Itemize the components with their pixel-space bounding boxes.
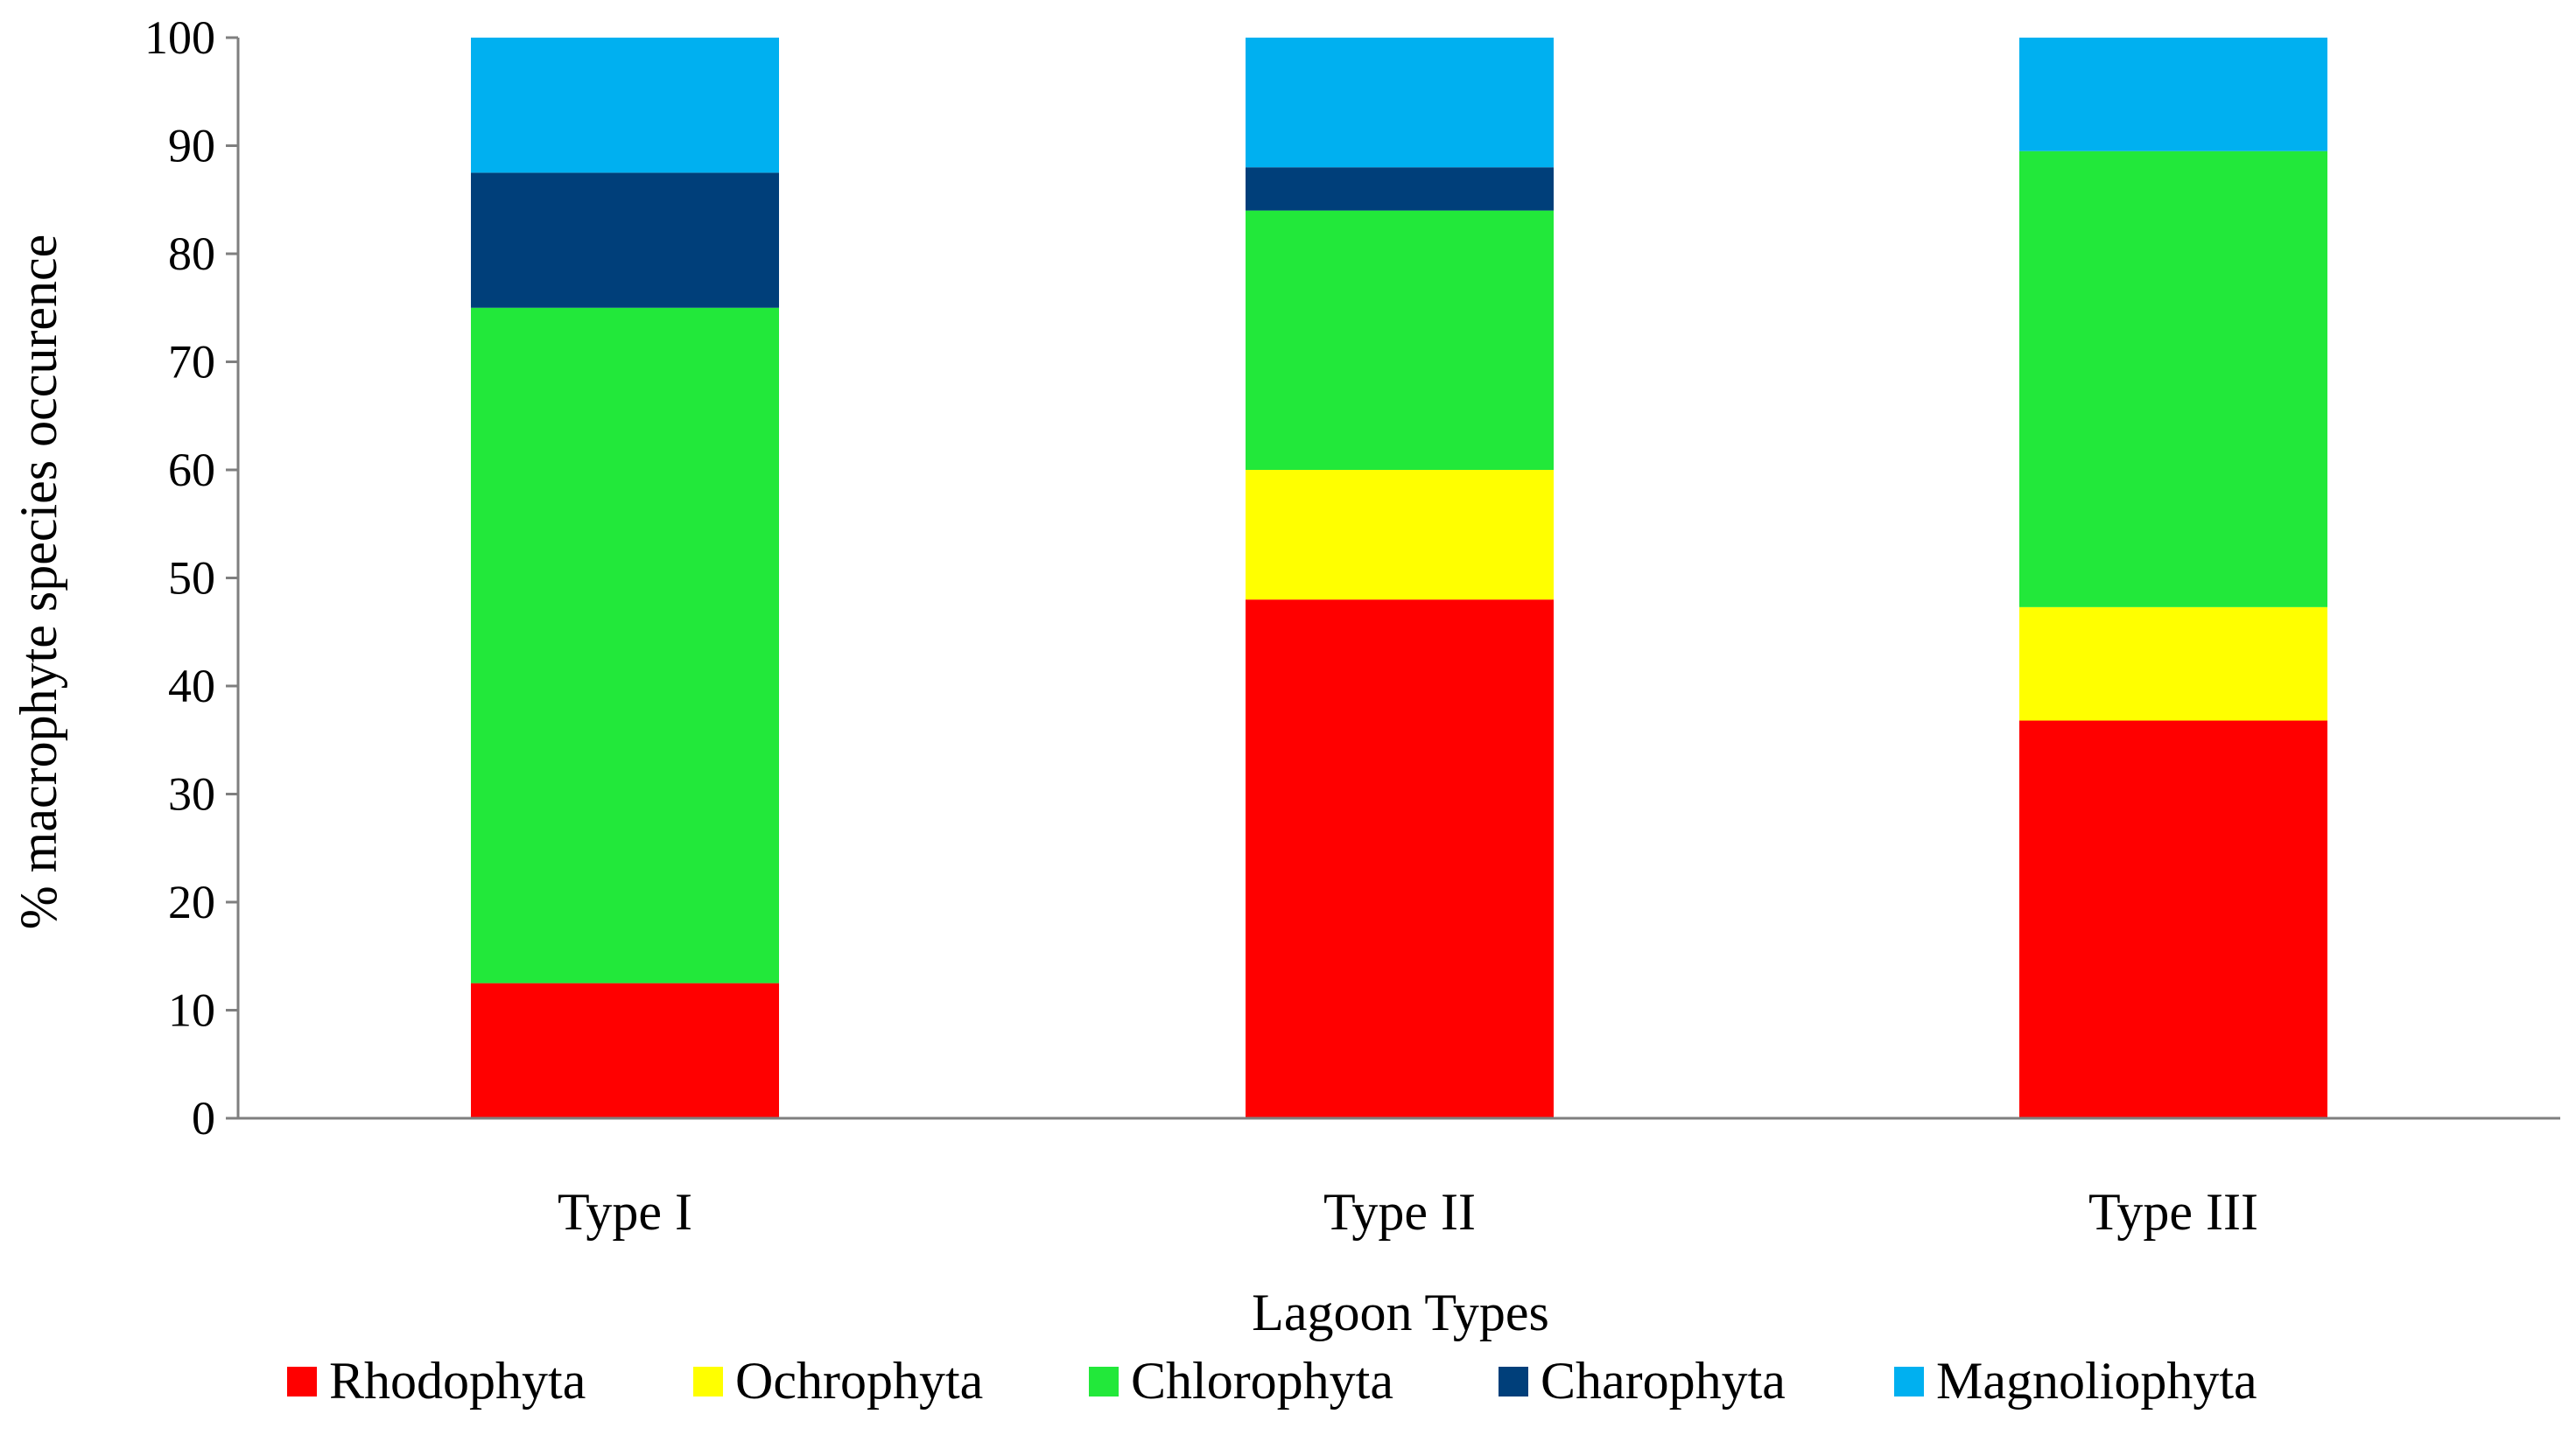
y-tick-label: 10 [168, 984, 215, 1037]
bar-segment-rhodophyta-type-ii [1246, 599, 1554, 1118]
legend-swatch-magnoliophyta [1894, 1367, 1924, 1396]
bar-segment-ochrophyta-type-ii [1246, 470, 1554, 600]
y-tick-label: 0 [192, 1092, 215, 1144]
x-tick-label: Type III [2088, 1183, 2258, 1241]
bar-segment-magnoliophyta-type-i [471, 38, 779, 173]
y-tick-label: 30 [168, 768, 215, 821]
x-axis: Type I Type II Type III [238, 1116, 2560, 1241]
legend-label-chlorophyta: Chlorophyta [1131, 1352, 1393, 1410]
x-tick-label: Type II [1323, 1183, 1476, 1241]
x-tick-label: Type I [558, 1183, 692, 1241]
bar-segment-magnoliophyta-type-ii [1246, 38, 1554, 168]
bar-segment-charophyta-type-ii [1246, 167, 1554, 211]
legend-swatch-chlorophyta [1089, 1367, 1119, 1396]
legend-swatch-rhodophyta [287, 1367, 317, 1396]
y-tick-label: 100 [144, 11, 215, 64]
legend-label-charophyta: Charophyta [1541, 1352, 1786, 1410]
plot-area [471, 38, 2327, 1118]
bar-segment-rhodophyta-type-i [471, 983, 779, 1118]
bar-segment-magnoliophyta-type-iii [2019, 38, 2327, 151]
y-tick-label: 40 [168, 660, 215, 712]
y-axis: 0 10 20 30 40 50 60 70 80 90 100 [144, 11, 240, 1144]
bar-segment-chlorophyta-type-ii [1246, 210, 1554, 470]
y-tick-label: 20 [168, 876, 215, 928]
bar-segment-rhodophyta-type-iii [2019, 720, 2327, 1118]
legend-swatch-charophyta [1499, 1367, 1528, 1396]
legend: Rhodophyta Ochrophyta Chlorophyta Charophyt… [287, 1352, 2257, 1410]
bar-segment-charophyta-type-i [471, 172, 779, 308]
y-tick-label: 60 [168, 444, 215, 496]
bar-segment-ochrophyta-type-iii [2019, 606, 2327, 721]
y-tick-label: 90 [168, 120, 215, 172]
y-axis-title: % macrophyte species occurence [10, 234, 67, 930]
legend-label-magnoliophyta: Magnoliophyta [1936, 1352, 2257, 1410]
y-tick-label: 70 [168, 336, 215, 388]
bar-segment-chlorophyta-type-i [471, 307, 779, 984]
legend-swatch-ochrophyta [693, 1367, 723, 1396]
y-tick-label: 80 [168, 228, 215, 280]
x-axis-title: Lagoon Types [1252, 1284, 1549, 1341]
bar-segment-chlorophyta-type-iii [2019, 150, 2327, 607]
y-tick-label: 50 [168, 552, 215, 605]
legend-label-ochrophyta: Ochrophyta [735, 1352, 983, 1410]
legend-label-rhodophyta: Rhodophyta [329, 1352, 586, 1410]
